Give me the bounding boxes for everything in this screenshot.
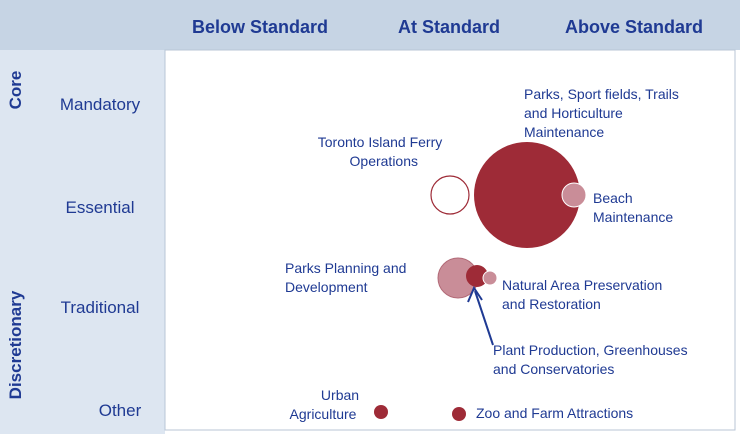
bubble (430, 175, 470, 215)
bubble-label: Parks, Sport fields, Trails and Horticult… (524, 86, 679, 140)
row-label: Essential (66, 198, 135, 217)
bubble-label: Beach Maintenance (593, 190, 673, 225)
bubble (466, 265, 488, 287)
bubble (474, 142, 580, 248)
bubble (482, 270, 498, 286)
bubble-label: Zoo and Farm Attractions (476, 405, 633, 421)
bubble-label: Plant Production, Greenhouses and Conserv… (493, 342, 688, 377)
bubble (374, 405, 388, 419)
bubble-label: Parks Planning and Development (285, 260, 406, 295)
bubble-label: Natural Area Preservation and Restoration (502, 277, 662, 312)
row-band (0, 50, 165, 434)
arrow-head (467, 285, 483, 303)
column-header: At Standard (398, 17, 500, 37)
column-header: Above Standard (565, 17, 703, 37)
plot-area (164, 49, 736, 431)
bubble (561, 182, 587, 208)
header-band (0, 0, 740, 50)
bubble-label: Urban Agriculture (290, 387, 360, 422)
column-header: Below Standard (192, 17, 328, 37)
bubble (452, 407, 466, 421)
row-label: Other (99, 401, 142, 420)
row-label: Mandatory (60, 95, 141, 114)
group-label: Discretionary (6, 290, 25, 399)
arrow (474, 290, 494, 346)
row-label: Traditional (61, 298, 140, 317)
bubble-label: Toronto Island Ferry Operations (318, 134, 443, 169)
group-label: Core (6, 71, 25, 110)
